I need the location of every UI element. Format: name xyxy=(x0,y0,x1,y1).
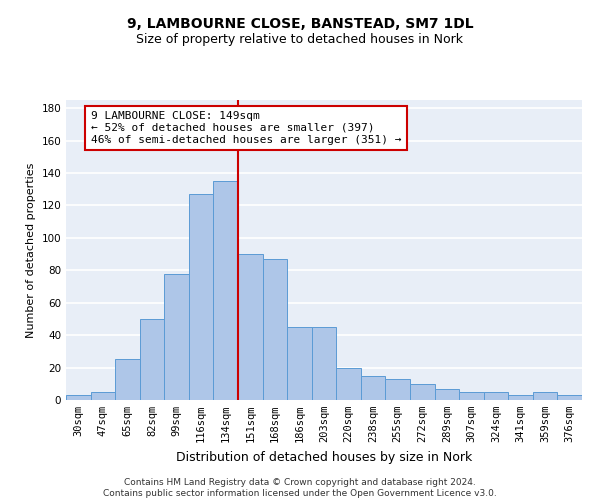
Bar xyxy=(189,194,214,400)
Bar xyxy=(287,327,312,400)
Text: Size of property relative to detached houses in Nork: Size of property relative to detached ho… xyxy=(137,32,464,46)
Bar xyxy=(214,181,238,400)
Y-axis label: Number of detached properties: Number of detached properties xyxy=(26,162,36,338)
Bar xyxy=(410,384,434,400)
Bar xyxy=(557,395,582,400)
Text: 9 LAMBOURNE CLOSE: 149sqm
← 52% of detached houses are smaller (397)
46% of semi: 9 LAMBOURNE CLOSE: 149sqm ← 52% of detac… xyxy=(91,112,401,144)
Bar xyxy=(91,392,115,400)
Bar xyxy=(385,379,410,400)
Text: Contains HM Land Registry data © Crown copyright and database right 2024.
Contai: Contains HM Land Registry data © Crown c… xyxy=(103,478,497,498)
Bar xyxy=(312,327,336,400)
Bar xyxy=(336,368,361,400)
Bar xyxy=(238,254,263,400)
Bar xyxy=(164,274,189,400)
X-axis label: Distribution of detached houses by size in Nork: Distribution of detached houses by size … xyxy=(176,450,472,464)
Text: 9, LAMBOURNE CLOSE, BANSTEAD, SM7 1DL: 9, LAMBOURNE CLOSE, BANSTEAD, SM7 1DL xyxy=(127,18,473,32)
Bar xyxy=(533,392,557,400)
Bar xyxy=(484,392,508,400)
Bar xyxy=(66,395,91,400)
Bar xyxy=(263,259,287,400)
Bar xyxy=(115,360,140,400)
Bar xyxy=(361,376,385,400)
Bar xyxy=(434,388,459,400)
Bar xyxy=(459,392,484,400)
Bar xyxy=(140,319,164,400)
Bar xyxy=(508,395,533,400)
